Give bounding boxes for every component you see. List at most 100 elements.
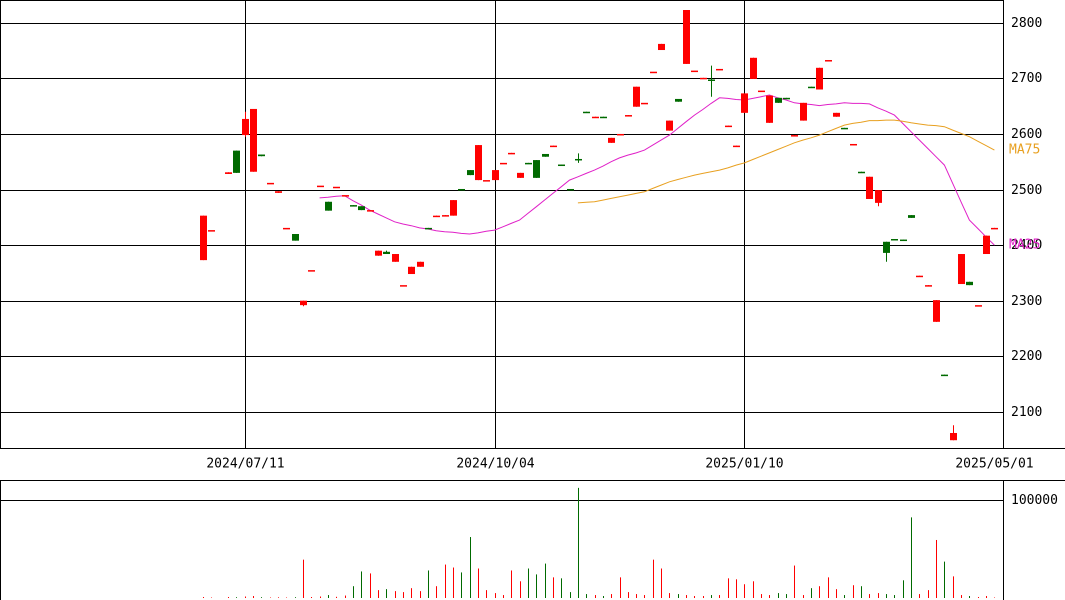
- volume-bar: [495, 593, 496, 598]
- candle-body: [791, 135, 798, 137]
- candle-body: [950, 432, 957, 441]
- volume-bar: [395, 591, 396, 598]
- candle-body: [808, 86, 815, 89]
- volume-bar: [236, 597, 237, 598]
- volume-bar: [728, 578, 729, 598]
- volume-bar: [570, 592, 571, 598]
- volume-bar: [303, 559, 304, 598]
- volume-bar: [986, 596, 987, 598]
- x-tick-label: 2024/07/11: [206, 457, 284, 472]
- y-tick-label: 2100: [1011, 405, 1042, 420]
- candle-body: [542, 153, 549, 157]
- candle-body: [283, 227, 290, 230]
- candle-body: [633, 86, 640, 107]
- candle-body: [467, 170, 474, 176]
- volume-bar: [744, 584, 745, 598]
- candle-body: [650, 71, 657, 74]
- volume-bar: [786, 594, 787, 598]
- candle-body: [200, 215, 207, 261]
- candle-body: [517, 172, 524, 178]
- volume-bar: [461, 572, 462, 598]
- candle-body: [916, 275, 923, 278]
- volume-bar: [411, 588, 412, 598]
- y-tick-label: 2500: [1011, 183, 1042, 198]
- volume-bar: [228, 597, 229, 598]
- candle-body: [833, 112, 840, 117]
- candle-body: [900, 239, 907, 242]
- candle-body: [308, 270, 315, 272]
- candle-body: [492, 170, 499, 181]
- volume-bar: [694, 596, 695, 598]
- volume-bar: [420, 591, 421, 598]
- volume-bar: [320, 596, 321, 598]
- candle-body: [641, 102, 648, 105]
- candle-body: [816, 67, 823, 90]
- y-tick-label: 2300: [1011, 294, 1042, 309]
- candle-body: [975, 305, 982, 307]
- candle-body: [991, 227, 998, 230]
- candle-body: [583, 111, 590, 114]
- volume-bar: [719, 595, 720, 598]
- volume-bar: [661, 568, 662, 598]
- volume-bar: [586, 594, 587, 598]
- candle-body: [567, 188, 574, 191]
- candle-body: [292, 234, 299, 241]
- price-frame: [0, 0, 1004, 449]
- candle-body: [775, 97, 782, 103]
- volume-bar: [669, 593, 670, 598]
- volume-bar: [886, 594, 887, 598]
- candle-body: [941, 374, 948, 377]
- candle-body: [741, 93, 748, 113]
- x-tick-label: 2024/10/04: [456, 457, 534, 472]
- volume-bar: [203, 597, 204, 598]
- candle-body: [375, 250, 382, 256]
- volume-bar: [436, 586, 437, 598]
- volume-bar: [936, 539, 937, 598]
- candle-body: [958, 254, 965, 285]
- candle-body: [433, 215, 440, 218]
- candle-body: [450, 200, 457, 216]
- x-tick-label: 2025/05/01: [955, 457, 1033, 472]
- candle-body: [483, 180, 490, 182]
- volume-bar: [853, 585, 854, 598]
- candle-body: [267, 182, 274, 185]
- volume-bar: [878, 593, 879, 598]
- volume-bar: [578, 487, 579, 598]
- candle-body: [342, 195, 349, 197]
- candle-body: [233, 150, 240, 173]
- volume-bar: [253, 596, 254, 598]
- volume-bar: [828, 577, 829, 598]
- volume-bar: [803, 595, 804, 598]
- candle-body: [733, 145, 740, 148]
- volume-bar: [753, 581, 754, 598]
- volume-bar: [295, 597, 296, 598]
- candle-body: [475, 145, 482, 181]
- volume-bar: [336, 596, 337, 598]
- volume-bar: [611, 594, 612, 598]
- candle-body: [408, 266, 415, 275]
- volume-bar: [711, 595, 712, 598]
- candle-body: [458, 188, 465, 191]
- candle-body: [600, 116, 607, 119]
- volume-bar: [778, 593, 779, 598]
- y-tick-label: 2200: [1011, 349, 1042, 364]
- candle-body: [758, 90, 765, 93]
- volume-bar: [445, 564, 446, 598]
- candle-body: [966, 281, 973, 286]
- volume-bar: [361, 571, 362, 598]
- candle-body: [783, 97, 790, 100]
- candle-body: [625, 115, 632, 117]
- candle-body: [242, 118, 249, 136]
- moving-average-line: [577, 119, 995, 204]
- candle-body: [708, 79, 715, 81]
- volume-bar: [686, 595, 687, 598]
- volume-bar: [353, 586, 354, 598]
- candle-body: [225, 172, 232, 174]
- candle-body: [691, 70, 698, 73]
- candle-body: [550, 145, 557, 148]
- volume-bar: [486, 590, 487, 598]
- volume-bar: [961, 595, 962, 598]
- candle-body: [925, 285, 932, 287]
- candle-body: [800, 102, 807, 121]
